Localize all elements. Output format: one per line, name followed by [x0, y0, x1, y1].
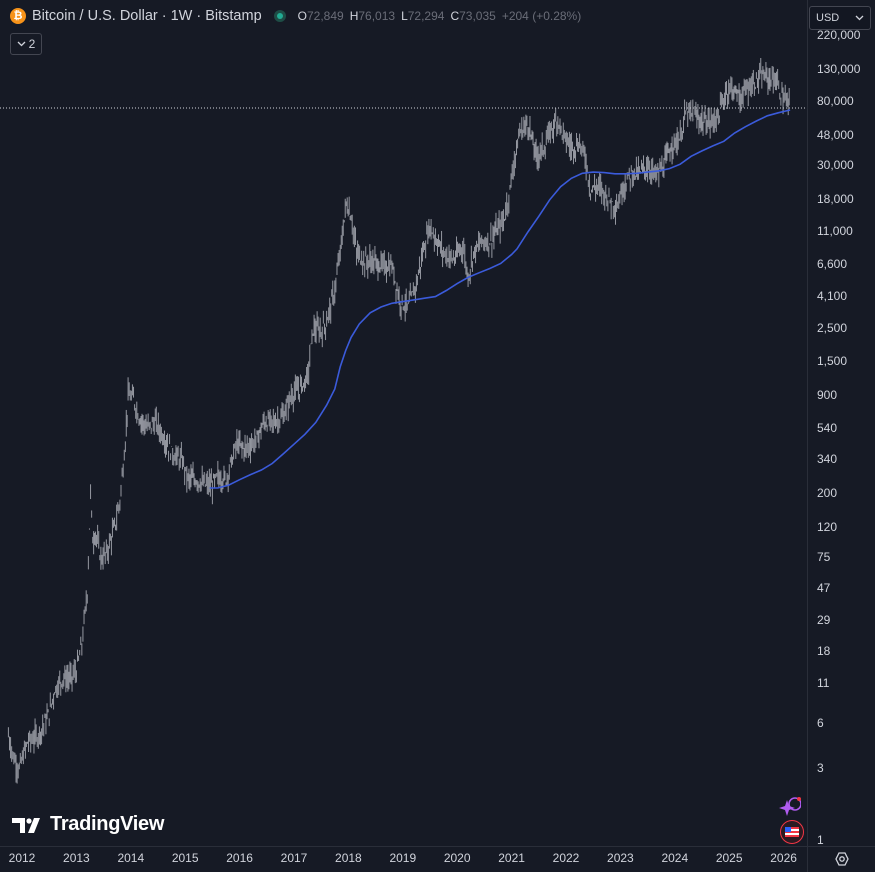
price-tick-label: 3: [817, 761, 824, 776]
time-tick-label: 2014: [117, 851, 145, 865]
moving-average-line: [209, 109, 791, 489]
time-tick-label: 2026: [770, 851, 797, 865]
time-tick-label: 2021: [498, 851, 525, 865]
market-status-icon[interactable]: [273, 10, 286, 22]
price-tick-label: 540: [817, 421, 838, 436]
price-tick-label: 11,000: [817, 224, 853, 239]
tradingview-logo-text: TradingView: [50, 813, 165, 835]
change-value: +204 (+0.28%): [501, 9, 582, 23]
chart-pane[interactable]: [0, 0, 807, 846]
indicators-toggle-button[interactable]: 2: [10, 33, 42, 55]
price-tick-label: 200: [817, 486, 838, 501]
time-tick-label: 2020: [443, 851, 471, 865]
time-tick-label: 2017: [280, 851, 308, 865]
price-tick-label: 80,000: [817, 94, 854, 109]
price-tick-label: 340: [817, 451, 838, 466]
time-tick-label: 2019: [389, 851, 417, 865]
time-tick-label: 2025: [715, 851, 743, 865]
price-tick-label: 6: [817, 715, 824, 730]
low-label: L: [401, 9, 408, 23]
high-label: H: [349, 9, 359, 23]
symbol-legend[interactable]: ₿ Bitcoin / U.S. Dollar · 1W · Bitstamp …: [10, 8, 581, 24]
price-tick-label: 1,500: [817, 354, 848, 369]
scale-corner: [807, 846, 875, 872]
price-tick-label: 4,100: [817, 288, 848, 303]
time-tick-label: 2022: [552, 851, 580, 865]
price-tick-label: 30,000: [817, 158, 854, 173]
time-tick-label: 2023: [607, 851, 634, 865]
price-tick-label: 220,000: [817, 28, 861, 42]
tradingview-logo-icon: [12, 817, 40, 833]
time-tick-label: 2015: [171, 851, 199, 865]
price-tick-label: 900: [817, 387, 838, 402]
time-tick-label: 2012: [8, 851, 36, 865]
price-tick-label: 130,000: [817, 62, 861, 77]
price-tick-label: 29: [817, 612, 831, 627]
time-tick-label: 2016: [226, 851, 253, 865]
price-tick-label: 18,000: [817, 191, 854, 206]
low-value: 72,294: [407, 9, 445, 23]
currency-select[interactable]: USD: [809, 6, 871, 30]
time-tick-label: 2024: [661, 851, 689, 865]
price-tick-label: 120: [817, 519, 838, 534]
candle-series: [7, 57, 790, 784]
open-value: 72,849: [306, 9, 344, 23]
price-tick-label: 18: [817, 643, 831, 658]
time-tick-label: 2018: [335, 851, 362, 865]
time-scale[interactable]: [0, 846, 807, 872]
ai-sparkle-icon[interactable]: [779, 796, 802, 818]
price-tick-label: 2,500: [817, 320, 848, 335]
symbol-title[interactable]: Bitcoin / U.S. Dollar · 1W · Bitstamp: [32, 8, 262, 24]
open-label: O: [297, 9, 307, 23]
price-tick-label: 11: [817, 676, 830, 691]
close-label: C: [450, 9, 460, 23]
price-tick-label: 47: [817, 581, 831, 596]
high-value: 76,013: [358, 9, 396, 23]
price-chart[interactable]: [0, 0, 807, 846]
price-tick-label: 75: [817, 550, 831, 565]
tradingview-logo[interactable]: TradingView: [12, 813, 164, 836]
price-tick-label: 6,600: [817, 257, 848, 272]
price-tick-label: 48,000: [817, 127, 854, 142]
indicators-count: 2: [28, 37, 36, 51]
us-flag-icon[interactable]: [780, 820, 804, 844]
ohlc-values: O72,849 H76,013 L72,294 C73,035 +204 (+0…: [298, 9, 582, 23]
time-tick-label: 2013: [63, 851, 90, 865]
bitcoin-icon: ₿: [10, 8, 26, 24]
close-value: 73,035: [459, 9, 496, 23]
price-scale[interactable]: 220,000 130,000 80,000 48,000 30,000 18,000 11…: [807, 0, 875, 847]
gear-icon[interactable]: [834, 851, 850, 867]
currency-value: USD: [816, 12, 840, 24]
price-tick-label: 1: [817, 833, 824, 847]
chevron-down-icon: [17, 41, 26, 47]
chevron-down-icon: [855, 15, 864, 21]
